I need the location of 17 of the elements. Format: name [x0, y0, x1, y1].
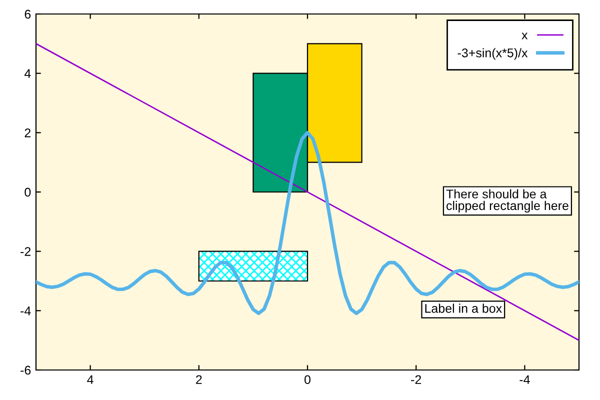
annotation: Label in a box [425, 304, 502, 313]
y-tick-label: 2 [24, 128, 31, 138]
y-tick-label: -2 [20, 247, 31, 256]
y-tick-label: -6 [20, 366, 31, 375]
y-tick-label: 0 [24, 188, 31, 197]
x-tick-label: -4 [520, 375, 530, 384]
line-series [36, 130, 579, 316]
x-tick-label: 2 [196, 375, 202, 384]
y-tick-label: -4 [20, 306, 31, 316]
x-tick-label: -2 [411, 375, 422, 384]
legend-label: -3+sin(x*5)/x [458, 48, 528, 60]
legend-label: x [522, 32, 528, 40]
x-tick-label: 0 [304, 375, 310, 384]
y-tick-label: 4 [24, 69, 31, 78]
y-tick-label: 6 [24, 10, 31, 19]
x-tick-label: 4 [87, 375, 94, 384]
annotation: There should be a clipped rectangle here [446, 189, 568, 213]
